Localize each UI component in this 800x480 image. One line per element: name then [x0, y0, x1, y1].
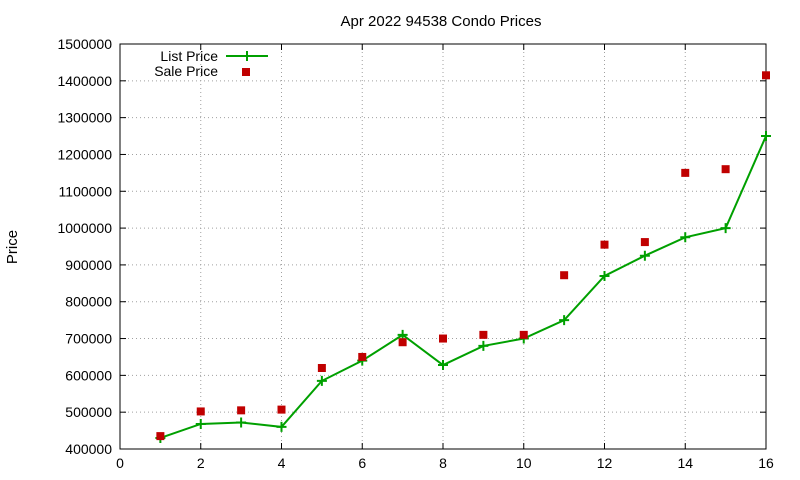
- sale-price-point: [277, 405, 286, 414]
- x-tick-label: 10: [516, 455, 532, 471]
- list-price-point: [478, 340, 489, 351]
- list-price-point: [639, 250, 650, 261]
- list-price-point: [276, 421, 287, 432]
- list-price-line: [160, 135, 767, 439]
- list-price-point: [761, 131, 771, 142]
- sale-price-point: [317, 364, 326, 372]
- y-tick-label: 1000000: [57, 220, 112, 236]
- list-price-point: [559, 315, 570, 326]
- series-layer: [155, 71, 771, 443]
- grid-lines: [120, 44, 766, 449]
- list-price-point: [720, 223, 731, 234]
- y-tick-label: 500000: [65, 404, 112, 420]
- x-tick-label: 0: [116, 455, 124, 471]
- sale-price-point: [762, 71, 770, 80]
- sale-price-point: [398, 338, 407, 347]
- y-tick-label: 800000: [65, 294, 112, 310]
- y-tick-label: 700000: [65, 331, 112, 347]
- sale-price-point: [237, 406, 246, 415]
- list-price-point: [236, 417, 247, 428]
- y-tick-label: 1200000: [57, 146, 112, 162]
- list-price-point: [438, 360, 448, 371]
- y-tick-label: 1500000: [57, 36, 112, 52]
- sale-price-point: [519, 330, 528, 339]
- y-tick-label: 600000: [65, 367, 112, 383]
- sale-price-point: [681, 168, 690, 177]
- chart-title: Apr 2022 94538 Condo Prices: [341, 13, 542, 30]
- sale-price-point: [721, 165, 730, 174]
- x-tick-label: 12: [597, 455, 613, 471]
- y-tick-label: 1400000: [57, 73, 112, 89]
- x-tick-label: 8: [439, 455, 447, 471]
- sale-price-point: [439, 334, 447, 343]
- list-price-point: [316, 375, 327, 386]
- x-tick-label: 2: [197, 455, 205, 471]
- series-sale-price: [156, 71, 770, 441]
- x-tick-label: 4: [278, 455, 286, 471]
- y-tick-label: 400000: [65, 441, 112, 457]
- sale-price-point: [358, 352, 367, 361]
- legend-marker-list-price: [242, 51, 252, 61]
- axes: 0 2 4 6 8 10 12 14 16 400000 500000 600000 700000 800…: [57, 36, 774, 471]
- legend-marker-sale-price: [242, 68, 250, 76]
- y-tick-label: 900000: [65, 257, 112, 273]
- sale-price-point: [196, 407, 205, 416]
- sale-price-point: [600, 240, 609, 249]
- series-list-price: [155, 131, 771, 443]
- sale-price-point: [479, 330, 488, 339]
- legend-label-sale-price: Sale Price: [154, 63, 218, 79]
- x-tick-label: 14: [677, 455, 693, 471]
- y-tick-label: 1100000: [59, 183, 113, 199]
- plot-frame: [119, 43, 767, 450]
- x-tick-label: 16: [758, 455, 774, 471]
- legend-label-list-price: List Price: [160, 48, 218, 64]
- x-tick-label: 6: [358, 455, 366, 471]
- y-tick-label: 1300000: [57, 110, 112, 126]
- sale-price-point: [640, 238, 649, 247]
- y-axis-label: Price: [4, 230, 21, 264]
- sale-price-point: [156, 432, 165, 441]
- list-price-point: [195, 418, 206, 429]
- sale-price-point: [560, 271, 569, 280]
- list-price-point: [680, 232, 691, 243]
- list-price-point: [599, 270, 610, 281]
- list-price-point: [397, 329, 408, 340]
